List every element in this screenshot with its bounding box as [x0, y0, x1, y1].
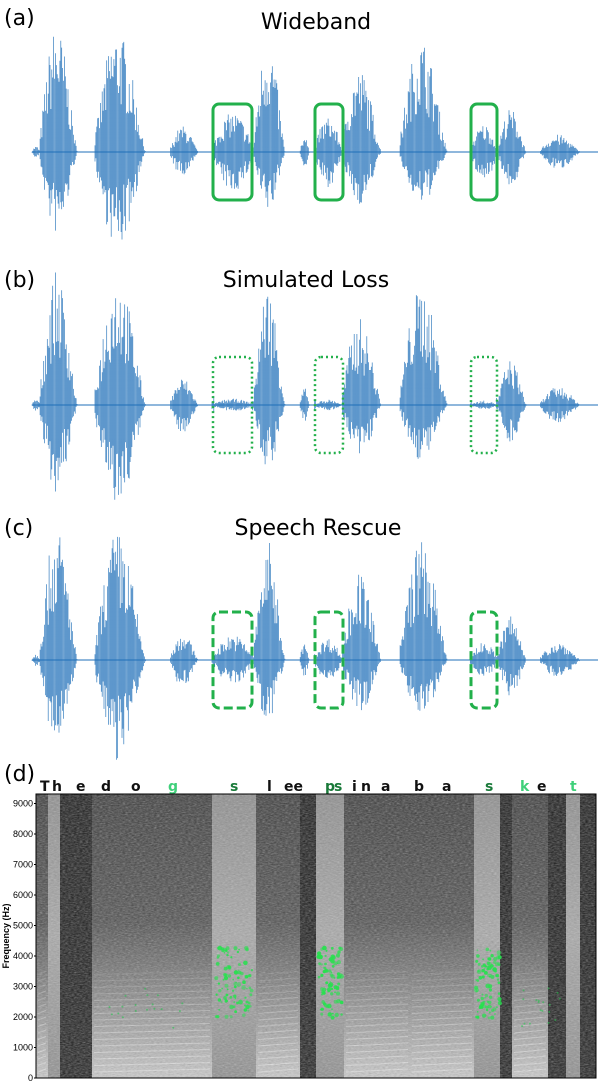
y-tick-label: 3000 [13, 982, 33, 992]
highlight-box-ps [313, 102, 345, 202]
phoneme-label: d [101, 779, 111, 795]
phoneme-label: a [381, 779, 390, 795]
highlight-box-sk [469, 355, 499, 455]
y-tick-label: 0 [28, 1073, 33, 1083]
highlight-box-sk [469, 102, 499, 202]
phoneme-label: l [267, 779, 272, 795]
phoneme-label: a [442, 779, 451, 795]
highlight-box-ps [313, 355, 345, 455]
panel-b-letter: (b) [4, 268, 36, 293]
phoneme-label: n [361, 779, 371, 795]
panel-c-letter: (c) [4, 516, 34, 541]
phoneme-label: e [537, 779, 547, 795]
panel-d-letter: (d) [4, 762, 36, 787]
phoneme-label: t [570, 779, 577, 795]
highlight-box-sk [469, 610, 499, 710]
phoneme-label: o [131, 779, 141, 795]
phoneme-label: k [520, 779, 530, 795]
waveform-wideband [31, 36, 598, 240]
phoneme-label: b [414, 779, 424, 795]
phoneme-label: p [325, 779, 335, 795]
panel-a-title: Wideband [260, 10, 372, 35]
waveform-speech-rescue [31, 536, 598, 760]
panel-b-title: Simulated Loss [222, 268, 390, 293]
highlight-box-ps [313, 610, 345, 710]
phoneme-label: i [352, 779, 357, 795]
phoneme-label: s [230, 779, 238, 795]
y-tick-label: 5000 [13, 921, 33, 931]
y-axis-label: Frequency (Hz) [1, 903, 11, 968]
panel-c-title: Speech Rescue [234, 516, 402, 541]
y-tick-label: 6000 [13, 890, 33, 900]
phoneme-label: ee [284, 779, 303, 795]
phoneme-label: s [334, 779, 342, 795]
phoneme-label: h [52, 779, 62, 795]
y-tick-label: 2000 [13, 1012, 33, 1022]
spectrogram-axis: 0 1000 2000 3000 4000 5000 6000 7000 8000 9000 Fre… [1, 799, 36, 1083]
y-tick-label: 4000 [13, 951, 33, 961]
y-tick-label: 9000 [13, 799, 33, 809]
phoneme-label: g [168, 779, 178, 795]
phoneme-label: s [485, 779, 493, 795]
waveform-simulated-loss [31, 272, 598, 500]
panel-a-letter: (a) [4, 6, 35, 31]
phoneme-label: e [76, 779, 86, 795]
y-tick-label: 7000 [13, 860, 33, 870]
y-tick-label: 1000 [13, 1043, 33, 1053]
y-tick-label: 8000 [13, 829, 33, 839]
highlight-box-g [211, 102, 254, 202]
phoneme-label: T [40, 779, 50, 795]
highlight-box-g [211, 610, 254, 710]
